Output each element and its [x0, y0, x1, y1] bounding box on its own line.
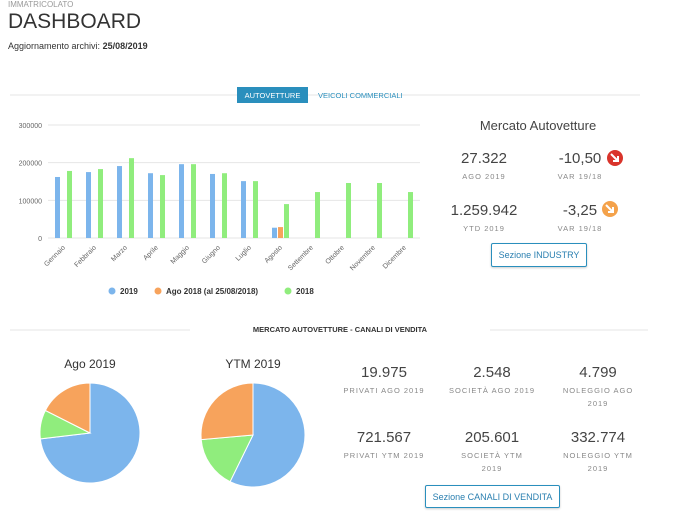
kpi-label: VAR 19/18 [557, 172, 603, 181]
legend-marker [108, 287, 116, 295]
kpi: -10,50 VAR 19/18 [530, 150, 630, 183]
kpi-label: PRIVATI AGO 2019 [343, 386, 425, 395]
update-date: 25/08/2019 [102, 41, 148, 51]
kpi-value: 332.774 [570, 429, 626, 446]
bar [346, 183, 351, 238]
x-tick-label: Aprile [142, 244, 160, 262]
bar [377, 183, 382, 238]
x-tick-label: Agosto [264, 244, 284, 264]
x-tick-label: Settembre [287, 244, 315, 272]
legend-label: 2018 [296, 287, 314, 296]
x-tick-label: Luglio [235, 244, 253, 262]
pie-slice [44, 382, 91, 434]
bar [222, 173, 227, 238]
bar [55, 176, 60, 238]
pie-slice [229, 382, 306, 488]
kpi-label: PRIVATI YTM 2019 [343, 451, 425, 460]
bar [86, 172, 91, 238]
kpi-label: AGO 2019 [462, 172, 506, 181]
bar [98, 169, 103, 238]
y-tick-label: 100000 [19, 198, 42, 205]
legend-label: 2019 [120, 287, 138, 296]
bar [284, 204, 289, 238]
bar [278, 227, 283, 238]
legend-label: Ago 2018 (al 25/08/2018) [166, 287, 258, 296]
kpi-value: 2.548 [473, 364, 511, 381]
kpi-label: NOLEGGIO YTM 2019 [563, 451, 633, 473]
bar [253, 181, 258, 238]
kpi: 332.774 NOLEGGIO YTM 2019 [558, 429, 638, 475]
bar [129, 158, 134, 238]
kpi-value: 27.322 [461, 150, 507, 167]
x-tick-label: Giugno [201, 244, 222, 265]
tab[interactable]: VEICOLI COMMERCIALI [318, 90, 403, 100]
legend-marker [154, 287, 162, 295]
kpi-label: VAR 19/18 [557, 224, 603, 233]
x-tick-label: Ottobre [324, 244, 346, 266]
x-tick-label: Marzo [110, 244, 129, 263]
down-right-arrow [605, 204, 614, 213]
kpi: -3,25 VAR 19/18 [530, 202, 630, 235]
tab-active[interactable]: AUTOVETTURE [237, 87, 308, 103]
bar [67, 170, 72, 238]
industry-button[interactable]: Sezione INDUSTRY [491, 243, 587, 267]
pie-title: Ago 2019 [64, 357, 116, 371]
kpi-value: 1.259.942 [450, 202, 518, 219]
pie-title: YTM 2019 [225, 357, 281, 371]
pie-slice [200, 382, 254, 441]
kpi-value: -10,50 [558, 150, 602, 167]
kpi: 4.799 NOLEGGIO AGO 2019 [558, 364, 638, 410]
pie-slice [200, 434, 254, 483]
legend-marker [284, 287, 292, 295]
page-title: DASHBOARD [8, 10, 142, 33]
kpi-value: 4.799 [579, 364, 617, 381]
bar [191, 164, 196, 238]
kpi-value: 19.975 [361, 364, 407, 381]
bar [160, 175, 165, 238]
kpi-label: SOCIETÀ YTM 2019 [461, 451, 523, 473]
kpi-label: NOLEGGIO AGO 2019 [562, 386, 634, 408]
bar [241, 181, 246, 238]
x-tick-label: Dicembre [382, 244, 408, 270]
kpi: 27.322 AGO 2019 [434, 150, 534, 183]
kpi: 721.567 PRIVATI YTM 2019 [334, 429, 434, 462]
bar [272, 227, 277, 238]
kpi-value: 205.601 [464, 429, 520, 446]
kpi: 19.975 PRIVATI AGO 2019 [334, 364, 434, 397]
channels-button[interactable]: Sezione CANALI DI VENDITA [425, 485, 560, 508]
x-tick-label: Febbraio [73, 244, 98, 269]
kpi-value: 721.567 [356, 429, 412, 446]
kpi-label: YTD 2019 [463, 224, 505, 233]
kpi: 1.259.942 YTD 2019 [434, 202, 534, 235]
x-tick-label: Novembre [349, 244, 377, 272]
bar [148, 173, 153, 238]
bar [315, 192, 320, 238]
channels-title: MERCATO AUTOVETTURE - CANALI DI VENDITA [190, 325, 490, 334]
bar [210, 173, 215, 238]
kpi-value: -3,25 [562, 202, 598, 219]
down-arrow [610, 153, 619, 162]
bar [179, 164, 184, 238]
update-info: Aggiornamento archivi: 25/08/2019 [8, 41, 148, 51]
update-label: Aggiornamento archivi: [8, 41, 101, 51]
kpi: 205.601 SOCIETÀ YTM 2019 [452, 429, 532, 475]
y-tick-label: 200000 [19, 161, 42, 168]
y-tick-label: 300000 [19, 123, 42, 130]
kpi: 2.548 SOCIETÀ AGO 2019 [442, 364, 542, 397]
bar [117, 166, 122, 238]
bar [408, 192, 413, 238]
section-label: IMMATRICOLATO [8, 0, 74, 9]
x-tick-label: Gennaio [43, 244, 67, 268]
market-title: Mercato Autovetture [479, 118, 597, 133]
y-tick-label: 0 [38, 236, 42, 243]
kpi-label: SOCIETÀ AGO 2019 [448, 386, 536, 395]
x-tick-label: Maggio [170, 244, 191, 265]
